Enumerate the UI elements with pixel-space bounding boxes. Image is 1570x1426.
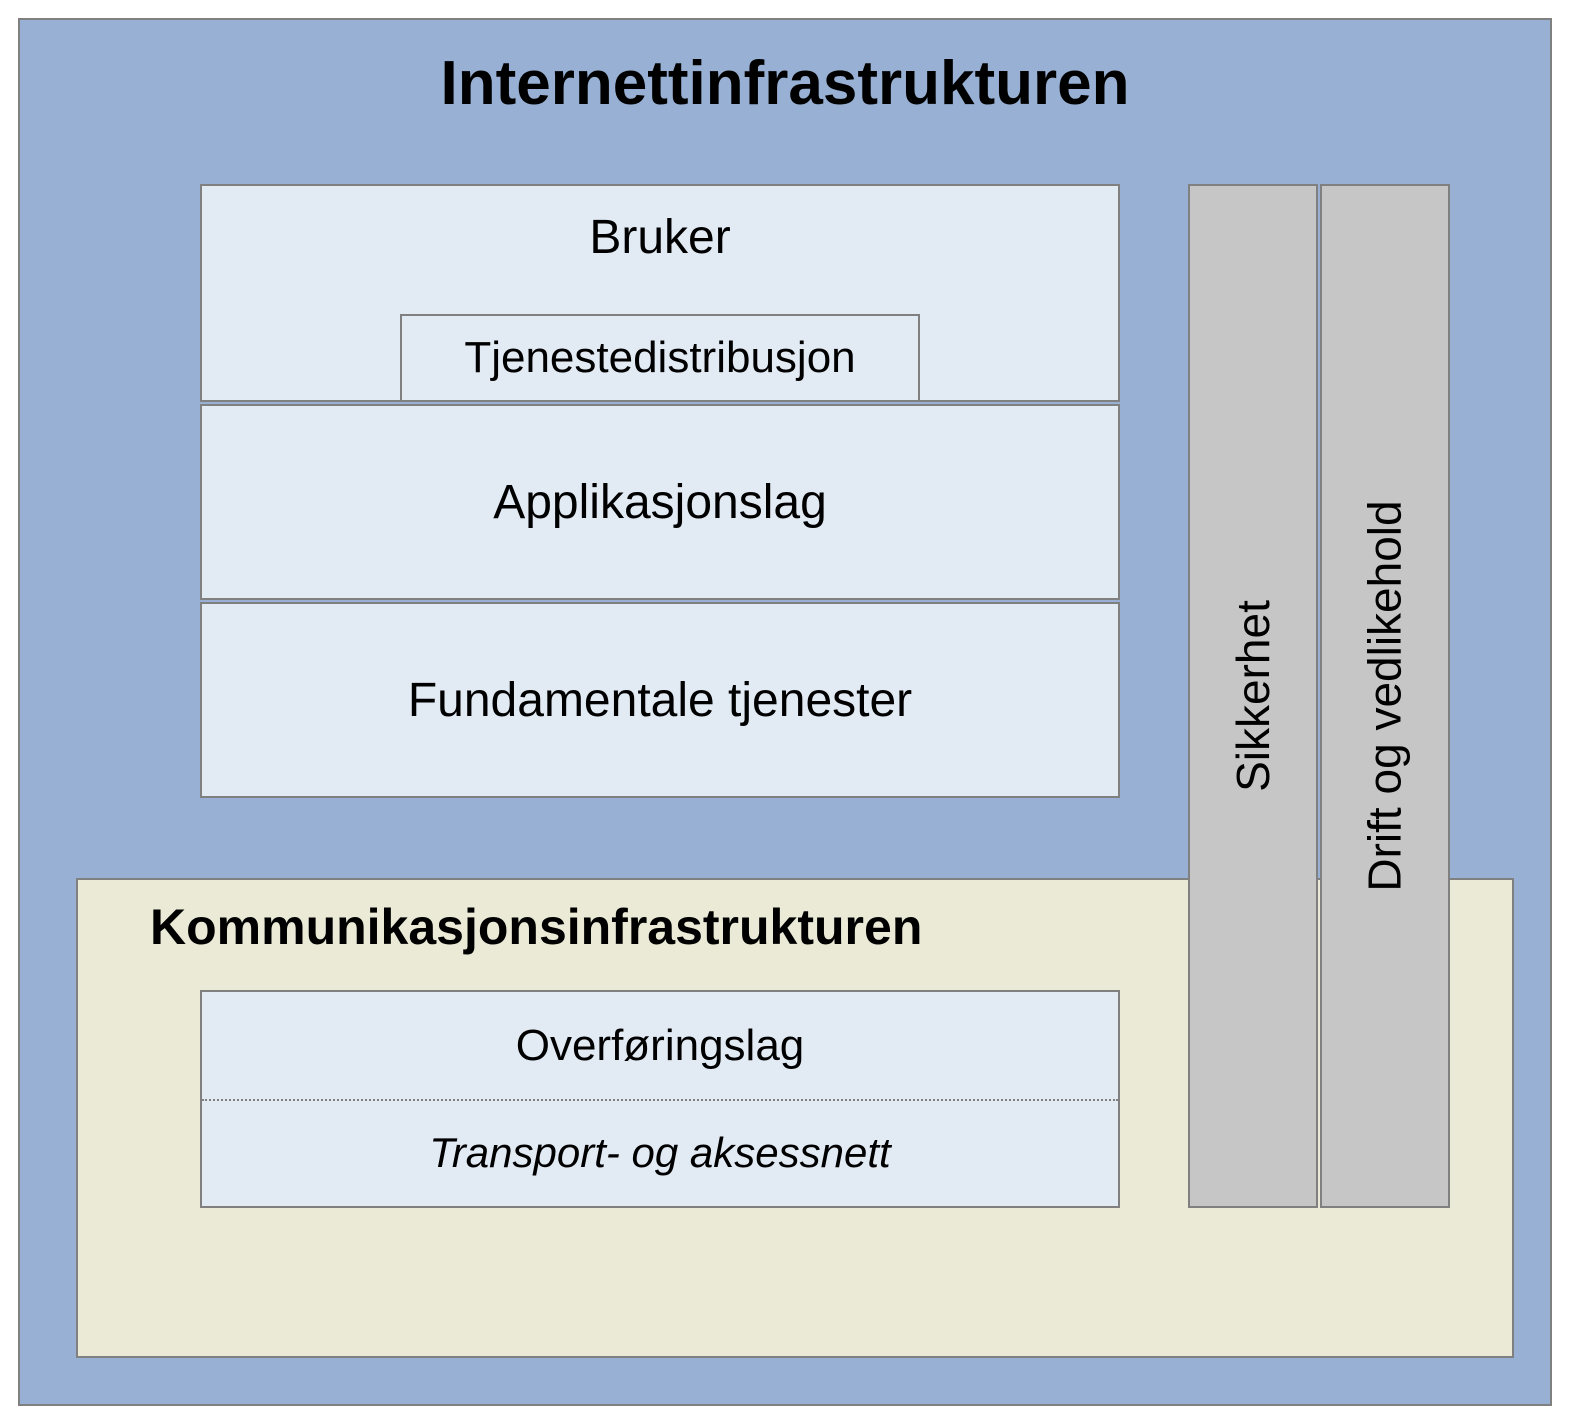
layer-tjenestedistribusjon-label: Tjenestedistribusjon [464,333,855,383]
vertical-drift-label: Drift og vedlikehold [1358,500,1412,891]
layer-overforing: Overføringslag Transport- og aksessnett [200,990,1120,1208]
layer-bruker-label: Bruker [589,210,730,265]
vertical-sikkerhet-label: Sikkerhet [1226,600,1280,792]
layer-overforing-top-label: Overføringslag [516,1021,805,1071]
layer-fundamentale: Fundamentale tjenester [200,602,1120,798]
layer-applikasjonslag: Applikasjonslag [200,404,1120,600]
layer-fundamentale-label: Fundamentale tjenester [408,673,912,728]
vertical-drift: Drift og vedlikehold [1320,184,1450,1208]
layer-overforing-bottom-label: Transport- og aksessnett [429,1129,890,1177]
comm-title: Kommunikasjonsinfrastrukturen [150,898,922,956]
layer-applikasjonslag-label: Applikasjonslag [493,475,827,530]
main-title: Internettinfrastrukturen [20,48,1550,119]
overforing-divider [202,1099,1118,1101]
vertical-sikkerhet: Sikkerhet [1188,184,1318,1208]
layer-tjenestedistribusjon: Tjenestedistribusjon [400,314,920,402]
